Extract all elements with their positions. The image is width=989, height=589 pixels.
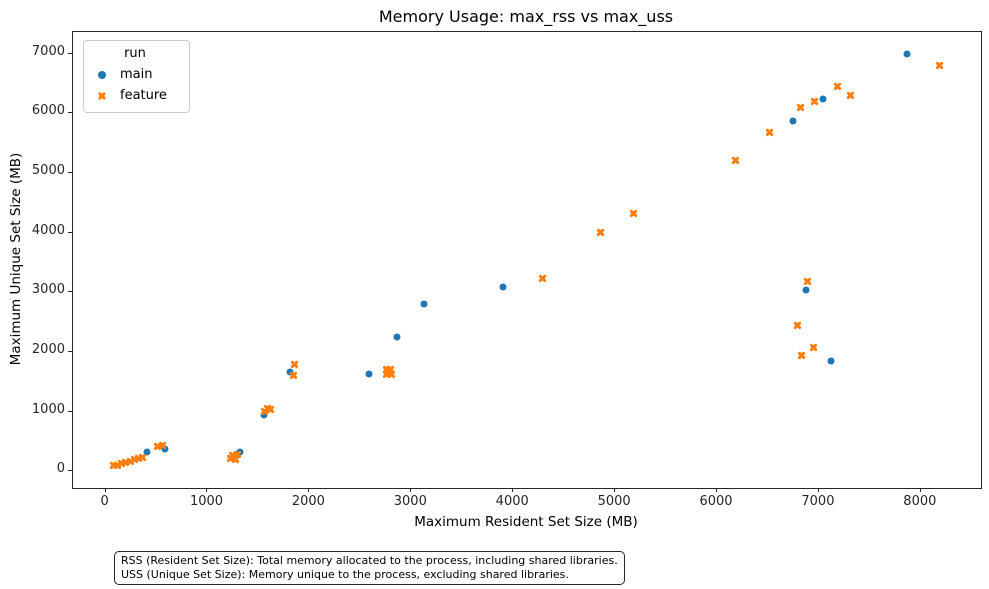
legend: run main feature <box>83 40 190 113</box>
footnote-line-rss: RSS (Resident Set Size): Total memory al… <box>121 554 618 567</box>
data-point-feature <box>731 156 740 166</box>
y-tick-mark <box>68 350 72 352</box>
data-point-feature <box>387 370 397 379</box>
legend-entry-label: feature <box>120 88 167 103</box>
data-point-feature <box>596 228 606 238</box>
data-point-feature <box>260 407 269 416</box>
y-tick-label: 7000 <box>31 43 65 59</box>
data-point-feature <box>138 452 147 462</box>
data-point-main <box>393 333 401 341</box>
legend-entry-feature: feature <box>91 85 179 106</box>
data-point-main <box>143 448 151 456</box>
data-point-main <box>499 283 507 291</box>
x-tick-mark <box>104 488 106 492</box>
data-point-main <box>827 357 835 365</box>
data-point-feature <box>803 276 813 286</box>
data-point-feature <box>793 321 802 330</box>
x-marker-icon <box>91 91 113 100</box>
data-point-main <box>260 411 268 419</box>
x-tick-label: 6000 <box>699 494 733 509</box>
data-point-feature <box>846 91 855 101</box>
x-tick-mark <box>919 488 921 492</box>
y-tick-label: 6000 <box>31 103 65 119</box>
y-tick-label: 0 <box>56 461 65 477</box>
y-tick-mark <box>68 410 72 412</box>
data-point-main <box>819 95 827 103</box>
data-point-main <box>420 300 428 308</box>
y-tick-label: 1000 <box>31 401 65 417</box>
footnote-line-uss: USS (Unique Set Size): Memory unique to … <box>121 568 569 581</box>
data-point-feature <box>797 350 806 360</box>
y-axis-label: Maximum Unique Set Size (MB) <box>8 152 24 366</box>
x-tick-label: 8000 <box>903 494 937 509</box>
data-point-main <box>802 286 810 294</box>
y-tick-mark <box>68 291 72 293</box>
data-point-feature <box>833 82 842 92</box>
x-tick-mark <box>716 488 718 492</box>
data-point-feature <box>934 61 944 71</box>
x-tick-label: 7000 <box>801 494 835 509</box>
legend-title: run <box>124 46 146 61</box>
y-tick-mark <box>68 172 72 174</box>
data-point-main <box>903 50 911 58</box>
y-tick-mark <box>68 52 72 54</box>
data-point-feature <box>289 360 299 369</box>
y-tick-label: 3000 <box>31 282 65 298</box>
circle-marker-icon <box>91 70 113 79</box>
data-point-feature <box>230 455 240 465</box>
data-point-feature <box>538 274 548 284</box>
x-tick-label: 1000 <box>189 494 224 509</box>
plot-area: run main feature 0 1000 2000 3000 4000 5000 60… <box>32 31 982 509</box>
y-tick-label: 2000 <box>31 341 65 357</box>
y-tick-mark <box>68 231 72 233</box>
data-point-feature <box>796 102 805 112</box>
data-point-main <box>789 117 797 125</box>
x-tick-label: 5000 <box>597 494 631 509</box>
chart-title: Memory Usage: max_rss vs max_uss <box>378 7 674 26</box>
x-tick-label: 2000 <box>291 494 325 509</box>
data-point-main <box>365 370 373 378</box>
x-tick-mark <box>512 488 514 492</box>
data-point-feature <box>810 97 820 106</box>
y-tick-mark <box>68 470 72 472</box>
data-point-feature <box>158 440 167 450</box>
legend-entry-main: main <box>91 64 179 85</box>
x-axis-label: Maximum Resident Set Size (MB) <box>414 514 638 530</box>
y-tick-mark <box>68 112 72 114</box>
x-tick-mark <box>817 488 819 492</box>
y-tick-label: 4000 <box>31 222 65 238</box>
x-tick-mark <box>308 488 310 492</box>
x-tick-mark <box>206 488 208 492</box>
footnote-box: RSS (Resident Set Size): Total memory al… <box>114 551 625 585</box>
legend-entry-label: main <box>120 67 153 82</box>
data-point-feature <box>764 128 774 137</box>
data-point-feature <box>809 343 819 352</box>
x-tick-label: 0 <box>100 494 109 509</box>
y-tick-label: 5000 <box>31 163 65 179</box>
data-point-feature <box>288 371 298 381</box>
x-tick-mark <box>614 488 616 492</box>
data-point-feature <box>629 208 638 218</box>
x-tick-mark <box>410 488 412 492</box>
x-tick-label: 4000 <box>495 494 529 509</box>
x-tick-label: 3000 <box>393 494 427 509</box>
